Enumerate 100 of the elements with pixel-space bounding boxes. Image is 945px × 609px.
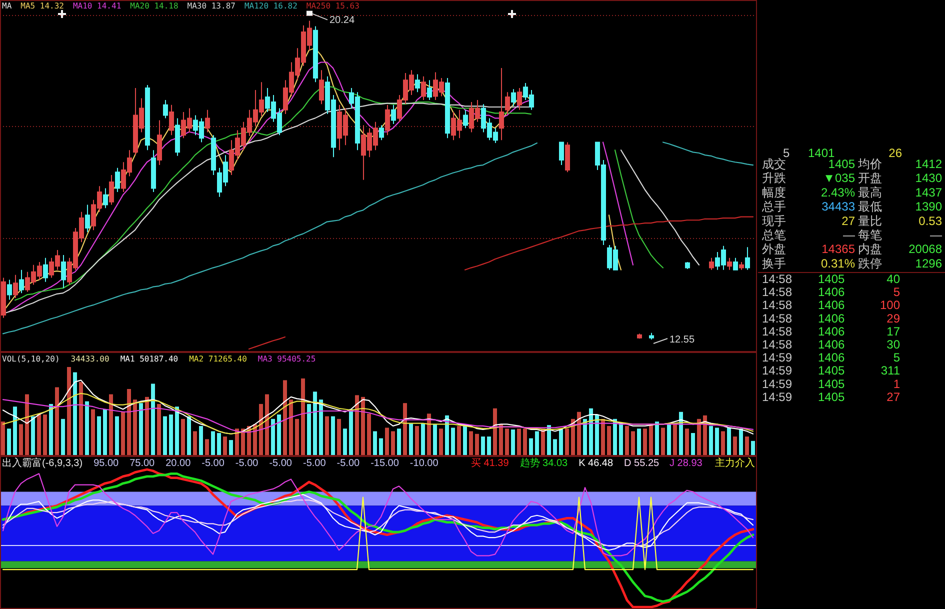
bar xyxy=(733,436,737,455)
text: -5.00 xyxy=(202,458,225,469)
bar xyxy=(151,384,155,455)
bar xyxy=(13,406,17,455)
candlestick xyxy=(103,188,108,209)
candlestick xyxy=(733,257,738,270)
bar xyxy=(589,408,593,455)
bar xyxy=(193,431,197,455)
text: 总笔 — 每笔 — xyxy=(762,228,942,242)
bar xyxy=(253,424,257,455)
bar xyxy=(199,426,203,455)
candlestick xyxy=(175,118,180,156)
candlestick xyxy=(499,68,504,141)
bar xyxy=(511,429,515,455)
text: 主力介入 xyxy=(715,457,755,469)
bar xyxy=(307,404,311,455)
bar xyxy=(673,424,677,455)
bar xyxy=(145,396,149,455)
bar xyxy=(727,428,731,455)
bar xyxy=(625,426,629,455)
bar xyxy=(97,416,101,455)
bar xyxy=(241,428,245,455)
candlestick xyxy=(145,84,150,151)
bar xyxy=(439,428,443,455)
bar xyxy=(343,428,347,455)
text: 买 41.39 xyxy=(470,458,510,469)
bar xyxy=(109,394,113,455)
text: 20.00 xyxy=(166,458,192,469)
text: 14:58 1406 29 xyxy=(762,311,900,326)
candlestick xyxy=(313,26,318,83)
bar xyxy=(31,416,35,455)
bar xyxy=(163,416,167,455)
bar xyxy=(211,431,215,455)
text: 升跌 ▼035 开盘 1430 xyxy=(762,171,942,186)
bar xyxy=(217,433,221,455)
bar xyxy=(577,412,581,455)
text: -5.00 xyxy=(235,458,259,469)
bar xyxy=(289,400,293,455)
candlestick xyxy=(559,142,564,166)
bar xyxy=(391,431,395,455)
text: J 28.93 xyxy=(670,458,703,469)
bar xyxy=(79,382,83,455)
bar xyxy=(313,392,317,455)
bar xyxy=(115,416,119,455)
text: -5.00 xyxy=(336,458,360,469)
bar xyxy=(667,424,671,455)
candlestick xyxy=(745,246,750,270)
bar xyxy=(259,404,263,455)
annotation: 12.55 xyxy=(670,334,695,346)
bar xyxy=(703,415,707,455)
text: MA250 15.63 xyxy=(306,2,360,10)
candlestick xyxy=(505,92,510,115)
text: 14:59 1405 27 xyxy=(762,390,900,404)
bar xyxy=(37,414,41,455)
bar xyxy=(73,372,77,455)
bar xyxy=(85,401,89,455)
bar xyxy=(349,409,353,455)
text: -5.00 xyxy=(269,458,292,469)
bar xyxy=(91,409,95,455)
text: 14:58 1405 40 xyxy=(762,272,900,286)
candlestick xyxy=(211,134,216,176)
text: -15.00 xyxy=(370,458,400,469)
candlestick xyxy=(565,142,570,173)
bar xyxy=(367,414,371,455)
bar xyxy=(1,422,5,455)
text: 现手 27 量比 0.53 xyxy=(762,214,942,228)
candlestick xyxy=(7,279,12,300)
bar xyxy=(67,367,71,455)
bar xyxy=(541,428,545,455)
text: 14:59 1406 5 xyxy=(762,350,900,365)
bar xyxy=(565,428,569,455)
candlestick xyxy=(421,76,426,100)
bar xyxy=(583,418,587,455)
bar xyxy=(229,440,233,455)
candlestick xyxy=(427,80,432,100)
bar xyxy=(571,418,575,455)
bar xyxy=(139,403,143,455)
text: -10.00 xyxy=(410,458,439,469)
bar xyxy=(457,426,461,455)
text: 成交 1405 均价 1412 xyxy=(762,157,942,171)
candlestick xyxy=(85,204,90,233)
text: 14:58 1406 30 xyxy=(762,338,900,352)
candlestick xyxy=(61,254,66,289)
bar xyxy=(745,436,749,455)
candlestick xyxy=(379,124,384,141)
text: 14:59 1405 311 xyxy=(762,364,900,378)
bar xyxy=(523,428,527,455)
text: 换手 0.31% 跌停 1296 xyxy=(762,256,942,270)
candlestick xyxy=(511,88,516,107)
text: MA2 71265.40 xyxy=(189,354,248,364)
text: 95.00 xyxy=(94,458,120,469)
text: 幅度 2.43% 最高 1437 xyxy=(762,185,942,200)
text: MA30 13.87 xyxy=(187,2,236,10)
candlestick xyxy=(169,104,174,136)
bar xyxy=(433,424,437,455)
text: 14:58 1406 100 xyxy=(762,298,900,312)
candlestick xyxy=(19,269,24,294)
candlestick xyxy=(43,257,48,282)
candlestick xyxy=(637,333,642,340)
bar xyxy=(397,428,401,455)
